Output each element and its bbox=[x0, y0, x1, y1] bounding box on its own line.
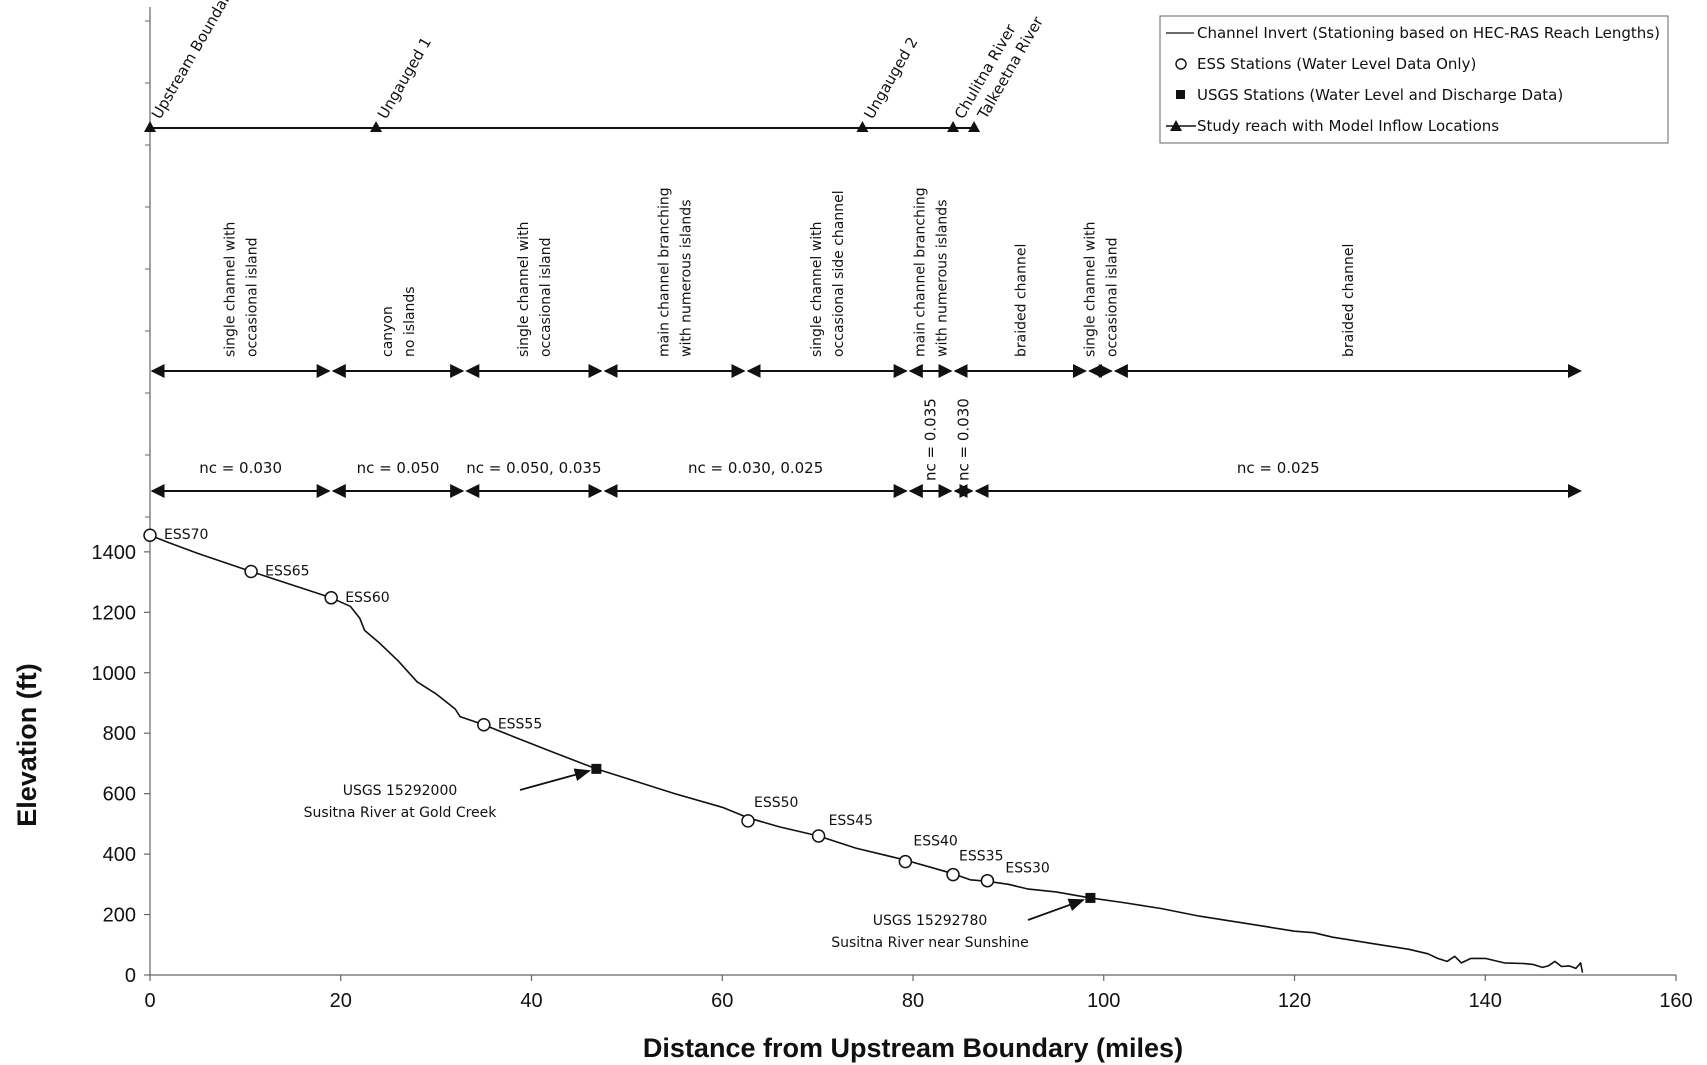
x-tick-label: 120 bbox=[1278, 990, 1311, 1012]
channel-type-segments: single channel with occasional island cany… bbox=[150, 187, 1582, 378]
channel-type-label: occasional island bbox=[538, 238, 554, 358]
channel-type-label: braided channel bbox=[1341, 244, 1357, 357]
ess-station-label: ESS70 bbox=[164, 527, 208, 543]
legend: Channel Invert (Stationing based on HEC-… bbox=[1159, 15, 1669, 144]
ess-station-marker bbox=[811, 829, 826, 843]
channel-type-label: no islands bbox=[402, 286, 418, 357]
usgs-callout-arrow bbox=[1027, 898, 1085, 921]
ess-station-label: ESS55 bbox=[498, 717, 542, 733]
roughness-label: nc = 0.030, 0.025 bbox=[688, 459, 823, 477]
ess-station-label: ESS40 bbox=[913, 834, 957, 850]
legend-label-channel-invert: Channel Invert (Stationing based on HEC-… bbox=[1197, 24, 1660, 42]
ess-station-label: ESS30 bbox=[1005, 861, 1049, 877]
channel-invert-series bbox=[149, 534, 1584, 973]
legend-open-circle-swatch bbox=[1175, 58, 1187, 70]
x-tick-label: 0 bbox=[144, 990, 155, 1012]
inflow-triangle-marker bbox=[370, 121, 383, 132]
roughness-label: nc = 0.030 bbox=[199, 459, 282, 477]
y-tick-label: 1000 bbox=[92, 663, 137, 685]
channel-type-label: single channel with bbox=[516, 222, 532, 357]
x-tick-label: 60 bbox=[711, 990, 733, 1012]
roughness-label: nc = 0.035 bbox=[922, 398, 940, 481]
y-tick-label: 1200 bbox=[92, 602, 137, 624]
channel-type-label: single channel with bbox=[223, 222, 239, 357]
channel-type-label: single channel with bbox=[809, 222, 825, 357]
y-tick-label: 400 bbox=[103, 844, 136, 866]
ess-station-marker bbox=[741, 814, 755, 828]
ess-station-marker bbox=[143, 528, 157, 542]
x-tick-label: 160 bbox=[1659, 990, 1692, 1012]
station-markers: ESS70 ESS65 ESS60 ESS55 ESS50 ESS45 ESS40ESS35… bbox=[143, 527, 1096, 951]
channel-type-label: braided channel bbox=[1013, 244, 1029, 357]
usgs-station-marker bbox=[1085, 892, 1096, 903]
ess-station-label: ESS45 bbox=[829, 813, 873, 829]
x-tick-label: 20 bbox=[330, 990, 352, 1012]
roughness-label: nc = 0.050 bbox=[357, 459, 440, 477]
ess-station-label: ESS50 bbox=[754, 795, 798, 811]
y-tick-label: 200 bbox=[103, 905, 136, 927]
legend-label-usgs: USGS Stations (Water Level and Discharge… bbox=[1197, 86, 1563, 104]
channel-type-label: with numerous islands bbox=[935, 200, 951, 357]
y-tick-label: 800 bbox=[103, 723, 136, 745]
x-tick-label: 40 bbox=[520, 990, 542, 1012]
channel-type-label: occasional side channel bbox=[831, 190, 847, 357]
usgs-station-code: USGS 15292780 bbox=[873, 913, 988, 929]
roughness-segments: nc = 0.030 nc = 0.050 nc = 0.050, 0.035 nc … bbox=[150, 398, 1582, 498]
roughness-label: nc = 0.025 bbox=[1237, 459, 1320, 477]
usgs-station-code: USGS 15292000 bbox=[343, 783, 458, 799]
y-tick-label: 600 bbox=[103, 784, 136, 806]
usgs-station-marker bbox=[591, 763, 602, 774]
usgs-station-name: Susitna River at Gold Creek bbox=[304, 805, 498, 821]
y-tick-label: 1400 bbox=[92, 542, 137, 564]
ess-station-marker bbox=[477, 717, 491, 732]
inflow-label: Ungauged 2 bbox=[860, 34, 921, 122]
y-tick-label: 0 bbox=[125, 965, 136, 987]
legend-square-swatch bbox=[1176, 90, 1185, 99]
roughness-label: nc = 0.050, 0.035 bbox=[466, 459, 601, 477]
ess-station-marker bbox=[898, 854, 913, 869]
channel-type-label: occasional island bbox=[1104, 238, 1120, 358]
channel-type-label: canyon bbox=[380, 306, 396, 357]
channel-type-label: single channel with bbox=[1082, 222, 1098, 357]
channel-type-label: main channel branching bbox=[913, 187, 929, 357]
ess-station-label: ESS35 bbox=[959, 849, 1003, 865]
ess-station-marker bbox=[244, 564, 258, 579]
ess-station-marker bbox=[980, 873, 995, 888]
inflow-triangle-marker bbox=[856, 121, 869, 132]
ess-station-marker bbox=[324, 591, 338, 605]
legend-label-ess: ESS Stations (Water Level Data Only) bbox=[1197, 55, 1476, 73]
usgs-callout-arrow bbox=[519, 768, 591, 791]
inflow-label: Ungauged 1 bbox=[374, 34, 435, 122]
x-tick-label: 100 bbox=[1087, 990, 1120, 1012]
inflow-triangle-marker bbox=[947, 121, 960, 132]
ess-station-marker bbox=[946, 867, 960, 882]
inflow-locations: Upstream Boundary Ungauged 1 Ungauged 2 Chu… bbox=[144, 0, 1047, 132]
legend-box bbox=[1159, 15, 1669, 144]
channel-invert-line bbox=[149, 534, 1584, 973]
legend-triangle-swatch bbox=[1170, 120, 1182, 131]
inflow-triangle-marker bbox=[144, 121, 156, 132]
inflow-label: Upstream Boundary bbox=[148, 0, 239, 122]
y-axis-title: Elevation (ft) bbox=[12, 663, 42, 827]
ess-station-label: ESS60 bbox=[345, 590, 389, 606]
channel-type-label: occasional island bbox=[245, 238, 261, 358]
legend-label-study-reach: Study reach with Model Inflow Locations bbox=[1197, 117, 1499, 135]
usgs-station-name: Susitna River near Sunshine bbox=[831, 935, 1029, 951]
axis-ticks: 0 20 40 60 80 100 120 140 160 0 200 400 600 800 1000 12… bbox=[92, 20, 1693, 1012]
channel-type-label: with numerous islands bbox=[679, 200, 695, 358]
x-axis-title: Distance from Upstream Boundary (miles) bbox=[643, 1033, 1183, 1063]
inflow-triangle-marker bbox=[968, 121, 981, 132]
x-tick-label: 80 bbox=[902, 990, 924, 1012]
roughness-label: nc = 0.030 bbox=[955, 398, 973, 481]
ess-station-label: ESS65 bbox=[265, 563, 309, 579]
x-tick-label: 140 bbox=[1469, 990, 1502, 1012]
channel-type-label: main channel branching bbox=[657, 187, 673, 357]
